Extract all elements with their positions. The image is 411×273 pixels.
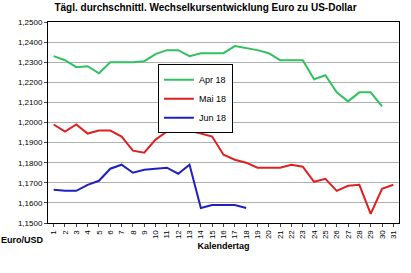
- svg-text:23: 23: [298, 230, 307, 239]
- svg-text:27: 27: [344, 230, 353, 239]
- svg-text:Kalendertag: Kalendertag: [197, 241, 249, 251]
- svg-text:16: 16: [219, 230, 228, 239]
- svg-text:31: 31: [389, 230, 398, 239]
- svg-text:1,2100: 1,2100: [18, 98, 43, 107]
- svg-text:1,2500: 1,2500: [18, 18, 43, 27]
- svg-text:1,1500: 1,1500: [18, 219, 43, 228]
- svg-text:15: 15: [208, 230, 217, 239]
- svg-text:3: 3: [72, 230, 81, 235]
- svg-text:30: 30: [378, 230, 387, 239]
- svg-text:29: 29: [366, 230, 375, 239]
- svg-text:1,1900: 1,1900: [18, 138, 43, 147]
- svg-text:20: 20: [264, 230, 273, 239]
- svg-text:17: 17: [230, 230, 239, 239]
- svg-text:28: 28: [355, 230, 364, 239]
- svg-text:12: 12: [174, 230, 183, 239]
- svg-text:24: 24: [310, 230, 319, 239]
- svg-text:7: 7: [117, 230, 126, 235]
- svg-text:9: 9: [140, 230, 149, 235]
- svg-text:Euro/USD: Euro/USD: [1, 235, 44, 245]
- svg-text:1,2200: 1,2200: [18, 78, 43, 87]
- svg-text:10: 10: [151, 230, 160, 239]
- svg-text:Apr 18: Apr 18: [199, 75, 226, 85]
- svg-text:6: 6: [106, 230, 115, 235]
- svg-text:2: 2: [61, 230, 70, 235]
- svg-text:Tägl. durchschnittl. Wechselku: Tägl. durchschnittl. Wechselkursentwickl…: [54, 2, 356, 13]
- svg-text:Mai 18: Mai 18: [199, 94, 226, 104]
- svg-text:5: 5: [95, 230, 104, 235]
- svg-text:4: 4: [83, 230, 92, 235]
- svg-text:22: 22: [287, 230, 296, 239]
- svg-text:1,2400: 1,2400: [18, 38, 43, 47]
- svg-text:8: 8: [129, 230, 138, 235]
- svg-text:1,1700: 1,1700: [18, 179, 43, 188]
- svg-text:19: 19: [253, 230, 262, 239]
- svg-text:1,2300: 1,2300: [18, 58, 43, 67]
- svg-text:25: 25: [321, 230, 330, 239]
- svg-text:Jun 18: Jun 18: [199, 113, 226, 123]
- svg-text:1,2000: 1,2000: [18, 118, 43, 127]
- svg-text:14: 14: [196, 230, 205, 239]
- svg-text:1: 1: [49, 230, 58, 235]
- svg-text:11: 11: [162, 230, 171, 239]
- svg-text:1,1800: 1,1800: [18, 159, 43, 168]
- svg-text:13: 13: [185, 230, 194, 239]
- svg-text:18: 18: [242, 230, 251, 239]
- svg-text:1,1600: 1,1600: [18, 199, 43, 208]
- svg-text:26: 26: [332, 230, 341, 239]
- svg-text:21: 21: [276, 230, 285, 239]
